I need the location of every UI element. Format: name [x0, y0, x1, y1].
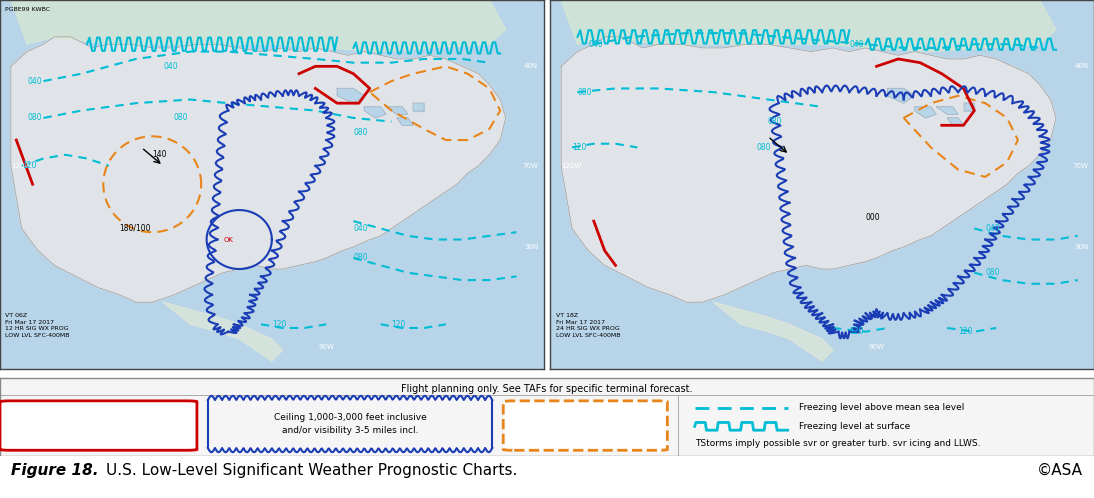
- Text: 080: 080: [353, 253, 368, 262]
- Text: 080: 080: [757, 143, 771, 152]
- Text: 120: 120: [958, 327, 973, 336]
- Polygon shape: [11, 0, 505, 52]
- Text: Freezing level at surface: Freezing level at surface: [799, 422, 910, 431]
- Text: 040: 040: [849, 40, 864, 49]
- Polygon shape: [947, 118, 964, 125]
- Polygon shape: [364, 107, 386, 118]
- Text: Flight planning only. See TAFs for specific terminal forecast.: Flight planning only. See TAFs for speci…: [401, 384, 693, 394]
- Text: 180/100: 180/100: [119, 224, 151, 233]
- Text: 120: 120: [392, 320, 406, 329]
- Text: 080: 080: [768, 117, 782, 126]
- Polygon shape: [713, 302, 833, 361]
- Text: Figure 18.: Figure 18.: [11, 463, 98, 478]
- Polygon shape: [11, 37, 505, 302]
- Text: 30N: 30N: [524, 244, 538, 250]
- Polygon shape: [964, 103, 975, 111]
- Text: TStorms imply possible svr or greater turb. svr icing and LLWS.: TStorms imply possible svr or greater tu…: [695, 439, 980, 448]
- Polygon shape: [561, 0, 1056, 52]
- Text: 040: 040: [589, 40, 603, 49]
- Text: 080: 080: [353, 128, 368, 137]
- Polygon shape: [337, 89, 364, 103]
- Polygon shape: [386, 107, 408, 114]
- Polygon shape: [887, 89, 915, 103]
- Text: 40N: 40N: [524, 63, 538, 69]
- Polygon shape: [397, 118, 414, 125]
- Text: 120: 120: [572, 143, 586, 152]
- Text: 90W: 90W: [318, 344, 334, 350]
- Text: 000: 000: [865, 213, 881, 222]
- Text: VT 18Z
Fri Mar 17 2017
24 HR SIG WX PROG
LOW LVL SFC-400MB: VT 18Z Fri Mar 17 2017 24 HR SIG WX PROG…: [556, 313, 620, 338]
- Text: Moderate or greater
turbulence: Moderate or greater turbulence: [539, 413, 631, 435]
- Text: 080: 080: [174, 114, 188, 123]
- Text: Ceiling less than 1,000 feet
and/or visibility less than 3 miles: Ceiling less than 1,000 feet and/or visi…: [24, 413, 173, 435]
- FancyBboxPatch shape: [503, 401, 667, 450]
- Text: 080: 080: [27, 114, 42, 123]
- Text: 040: 040: [27, 77, 42, 86]
- Text: 040: 040: [353, 224, 368, 233]
- Text: U.S. Low-Level Significant Weather Prognostic Charts.: U.S. Low-Level Significant Weather Progn…: [106, 463, 517, 478]
- Polygon shape: [936, 107, 958, 114]
- Polygon shape: [561, 37, 1056, 302]
- Text: 120W: 120W: [11, 163, 31, 169]
- Text: 120: 120: [849, 327, 863, 336]
- Text: 70W: 70W: [1073, 163, 1089, 169]
- Text: 40N: 40N: [1074, 63, 1089, 69]
- Text: 080: 080: [986, 268, 1000, 277]
- Text: 30N: 30N: [1074, 244, 1089, 250]
- Text: Ceiling 1,000-3,000 feet inclusive
and/or visibility 3-5 miles incl.: Ceiling 1,000-3,000 feet inclusive and/o…: [274, 413, 427, 435]
- Text: ©ASA: ©ASA: [1037, 463, 1083, 478]
- Text: 120: 120: [271, 320, 287, 329]
- Text: 90W: 90W: [869, 344, 884, 350]
- Text: 120: 120: [22, 161, 36, 170]
- FancyBboxPatch shape: [0, 401, 197, 450]
- Polygon shape: [163, 302, 282, 361]
- Text: 70W: 70W: [523, 163, 538, 169]
- Text: 120W: 120W: [561, 163, 581, 169]
- Polygon shape: [915, 107, 936, 118]
- Polygon shape: [414, 103, 424, 111]
- Text: Freezing level above mean sea level: Freezing level above mean sea level: [799, 403, 964, 412]
- Text: VT 06Z
Fri Mar 17 2017
12 HR SIG WX PROG
LOW LVL SFC-400MB: VT 06Z Fri Mar 17 2017 12 HR SIG WX PROG…: [5, 313, 70, 338]
- Text: 040: 040: [986, 224, 1000, 233]
- Text: OK: OK: [223, 237, 233, 243]
- Text: 140: 140: [152, 150, 166, 159]
- Text: 080: 080: [578, 88, 592, 97]
- Text: 040: 040: [163, 62, 177, 71]
- Text: PGBE99 KWBC: PGBE99 KWBC: [5, 7, 50, 12]
